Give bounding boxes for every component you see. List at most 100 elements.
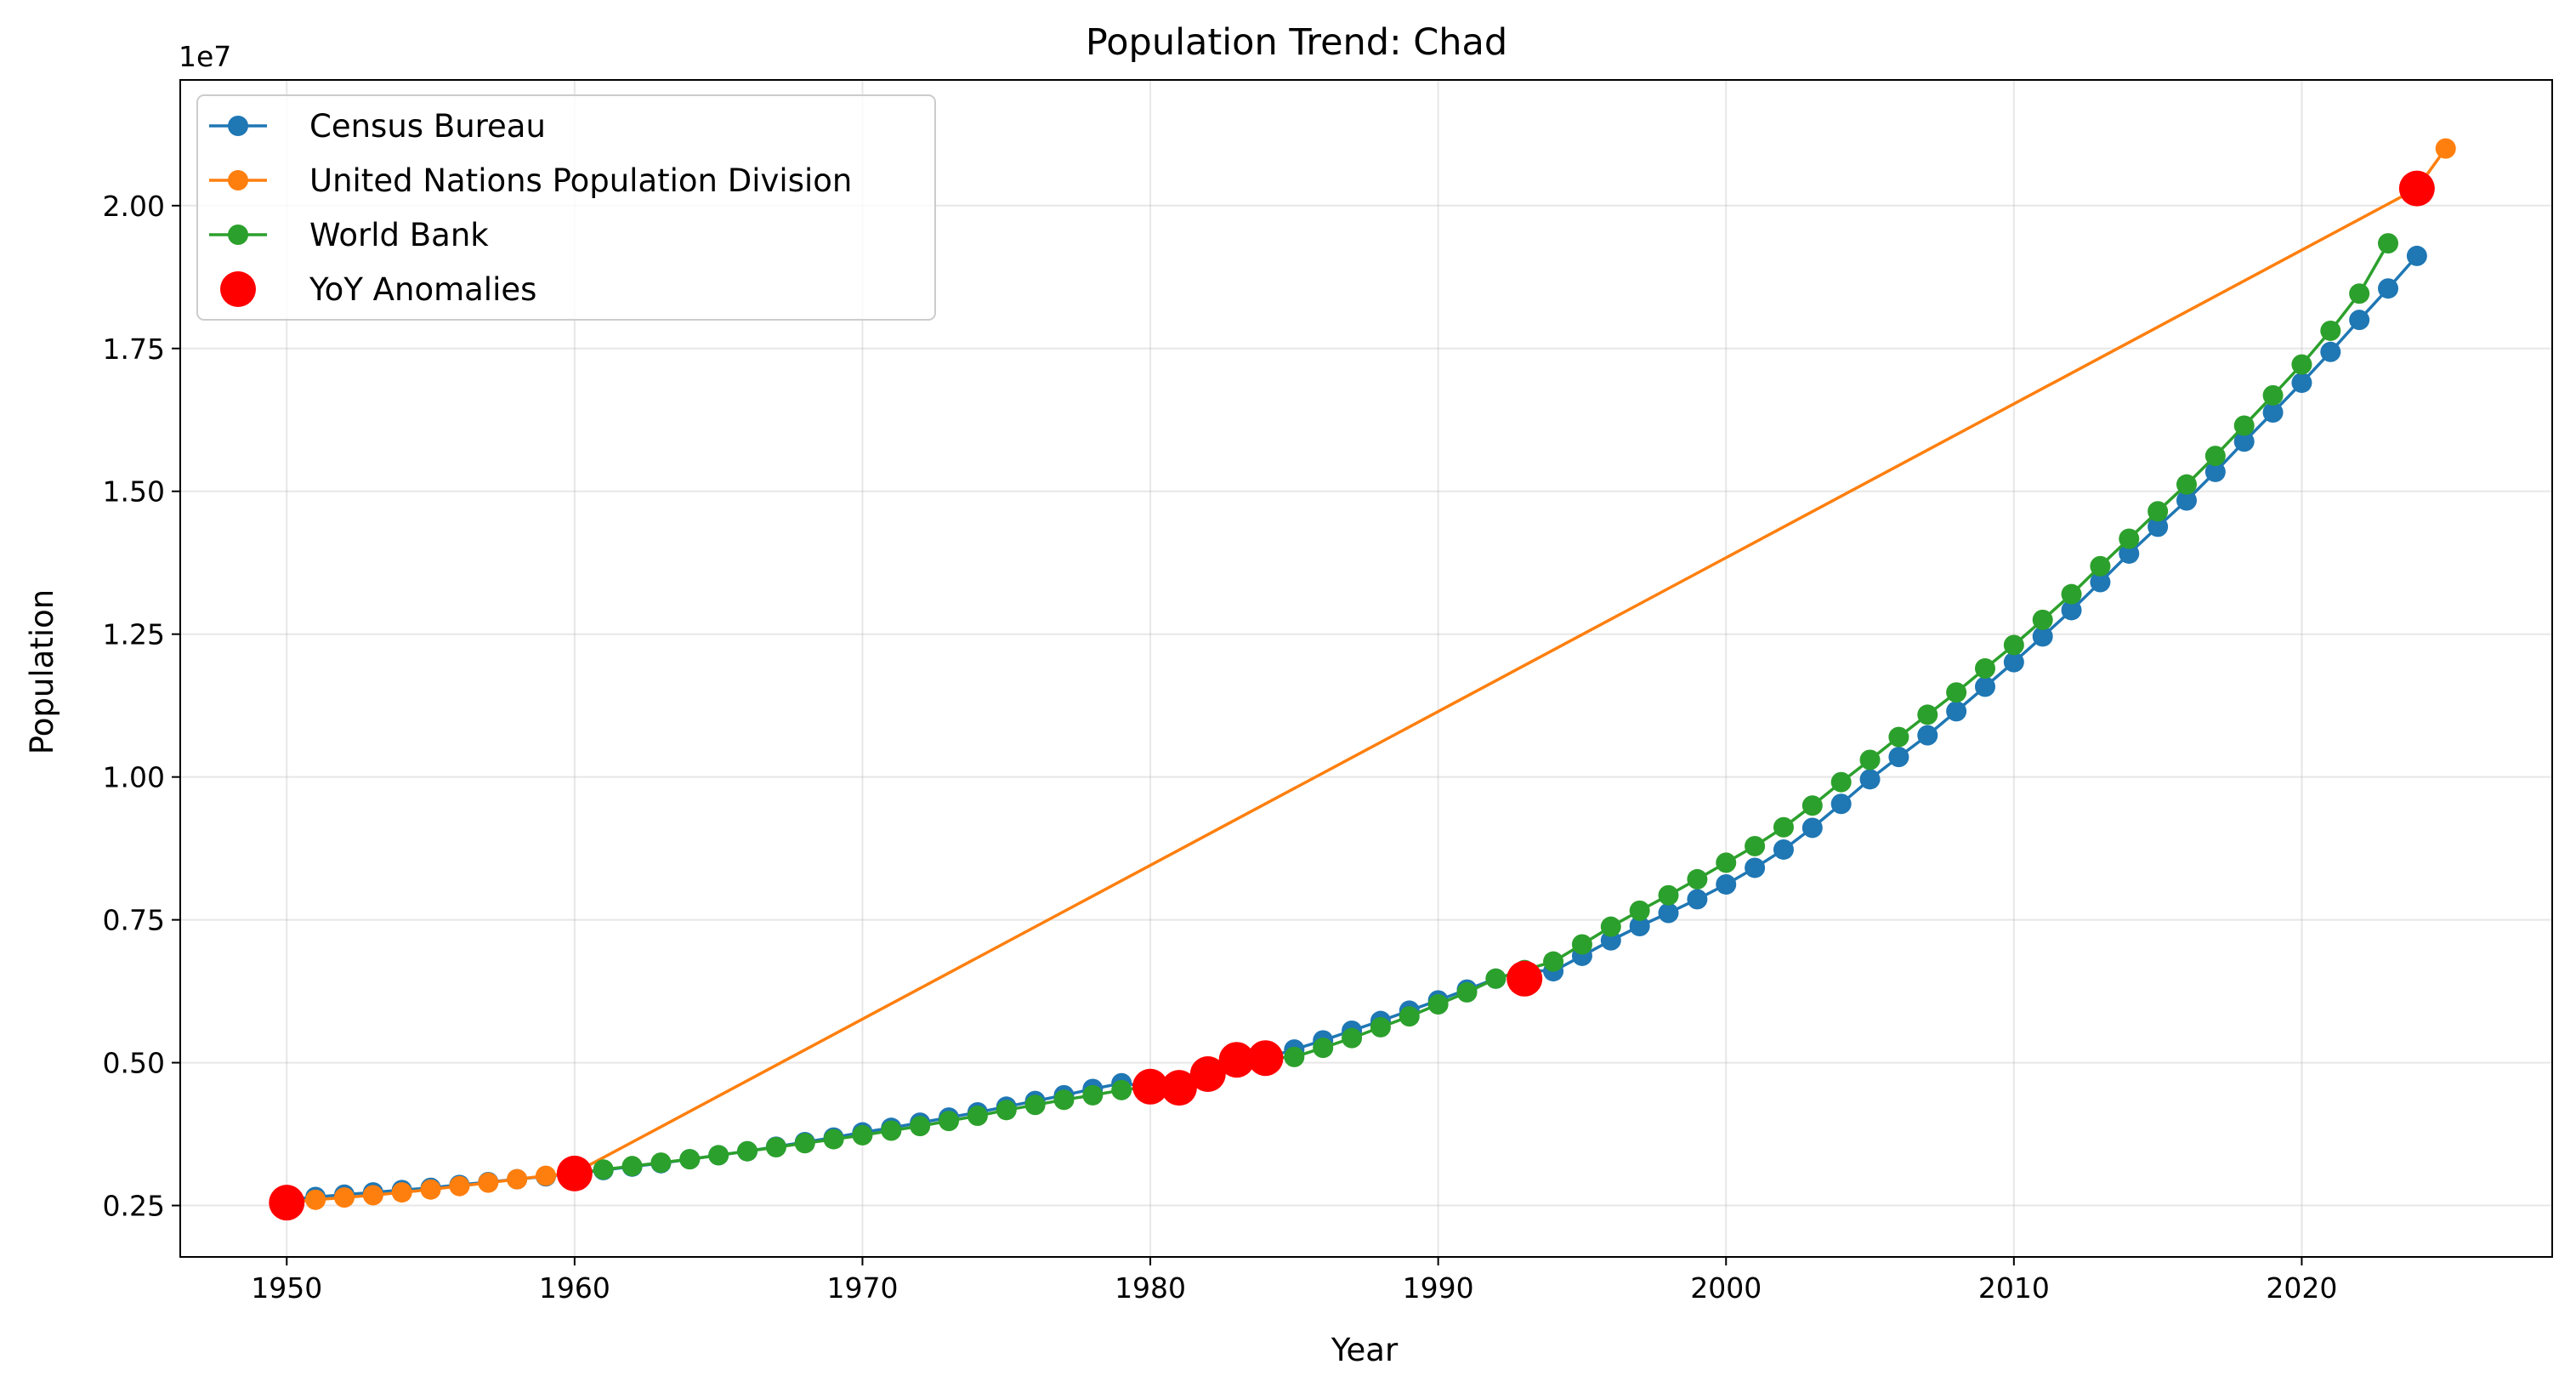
series-point [1974,658,1995,679]
series-point [1917,725,1938,746]
legend-label: United Nations Population Division [309,162,852,199]
series-point [881,1120,902,1141]
x-tick-label: 1950 [251,1271,322,1305]
series-point [2204,446,2226,467]
series-point [1543,951,1564,972]
series-point [823,1129,844,1150]
series-point [2291,372,2312,394]
series-point [2119,543,2140,564]
series-point [2003,651,2024,673]
series-point [1629,900,1650,921]
y-axis-label: Population [24,589,60,754]
series-point [2435,138,2456,159]
series-point [967,1106,988,1127]
anomaly-point [2398,170,2435,207]
series-point [2090,555,2111,577]
series-point [1284,1046,1305,1067]
anomaly-point [1189,1056,1226,1093]
series-point [2233,415,2255,436]
series-point [1399,1006,1420,1027]
series-point [1600,916,1621,937]
series-point [1773,839,1794,860]
anomaly-point [1132,1068,1169,1105]
series-point [2349,283,2370,304]
series-point [679,1149,701,1170]
plot-frame [179,79,2553,1258]
series-point [1917,704,1938,725]
series-point [2320,320,2341,341]
series-point [449,1175,470,1197]
series-point [2061,600,2082,621]
series-point [650,1152,672,1174]
series-point [1745,857,1766,878]
series-point [2262,402,2284,424]
series-point [1687,889,1708,910]
series-point [794,1133,815,1154]
anomaly-point [1218,1042,1255,1078]
series-point [2291,354,2312,375]
x-tick-label: 1980 [1115,1271,1186,1305]
legend-box [196,94,936,321]
series-point [2233,431,2255,452]
series-point [1342,1027,1363,1049]
series-point [2090,571,2111,593]
series-point [910,1116,931,1137]
series-point [536,1165,557,1186]
series-point [1313,1038,1334,1059]
series-point [2032,626,2053,647]
y-offset-label: 1e7 [179,40,231,73]
series-point [2176,474,2197,495]
series-point [1946,682,1967,703]
series-point [2148,516,2169,537]
series-point [2032,609,2053,630]
series-point [1716,852,1737,873]
x-tick-label: 1960 [539,1271,610,1305]
series-point [1370,1016,1391,1038]
legend-marker [220,271,256,307]
series-point [1485,968,1506,989]
series-point [1888,747,1909,768]
series-point [1716,873,1737,895]
series-point [1745,835,1766,856]
x-axis: 1950 1960 1970 1980 1990 2000 2010 2020 [251,1257,2337,1305]
legend-label: Census Bureau [309,108,546,145]
y-tick-label: 0.50 [103,1047,165,1080]
series-point [852,1124,873,1146]
series-point [1427,994,1449,1015]
y-axis: 0.25 0.50 0.75 1.00 1.25 1.50 1.75 2.00 [103,190,180,1223]
series-point [1801,795,1823,816]
y-tick-label: 2.00 [103,190,165,223]
y-tick-label: 1.75 [103,333,165,366]
legend-marker [228,116,248,136]
series-point [1801,817,1823,839]
series-point [478,1172,499,1193]
chart-title: Population Trend: Chad [1086,21,1507,64]
series-point [362,1185,383,1206]
y-tick-label: 0.75 [103,904,165,937]
series-line [574,242,2390,1175]
legend-entry: YoY Anomalies [220,271,536,308]
anomaly-point [556,1155,593,1191]
series-point [2378,233,2399,254]
series-point [1773,816,1794,838]
x-tick-label: 2000 [1690,1271,1762,1305]
legend-marker [228,225,248,245]
series-point [1946,701,1967,722]
series-point [737,1140,758,1162]
series-point [1830,793,1852,815]
series-layer [276,138,2456,1214]
series-point [2349,310,2370,331]
series-point [1974,676,1995,697]
legend: Census Bureau United Nations Population D… [196,94,936,321]
series-point [2003,634,2024,656]
series-point [1082,1084,1104,1106]
series-point [996,1100,1017,1121]
series-point [1830,771,1852,793]
y-tick-label: 1.25 [103,618,165,651]
series-point [2119,528,2140,549]
series-point [1888,726,1909,748]
series-point [765,1137,786,1158]
anomaly-layer [269,170,2435,1221]
series-point [1658,902,1679,924]
series-point [2148,501,2169,522]
